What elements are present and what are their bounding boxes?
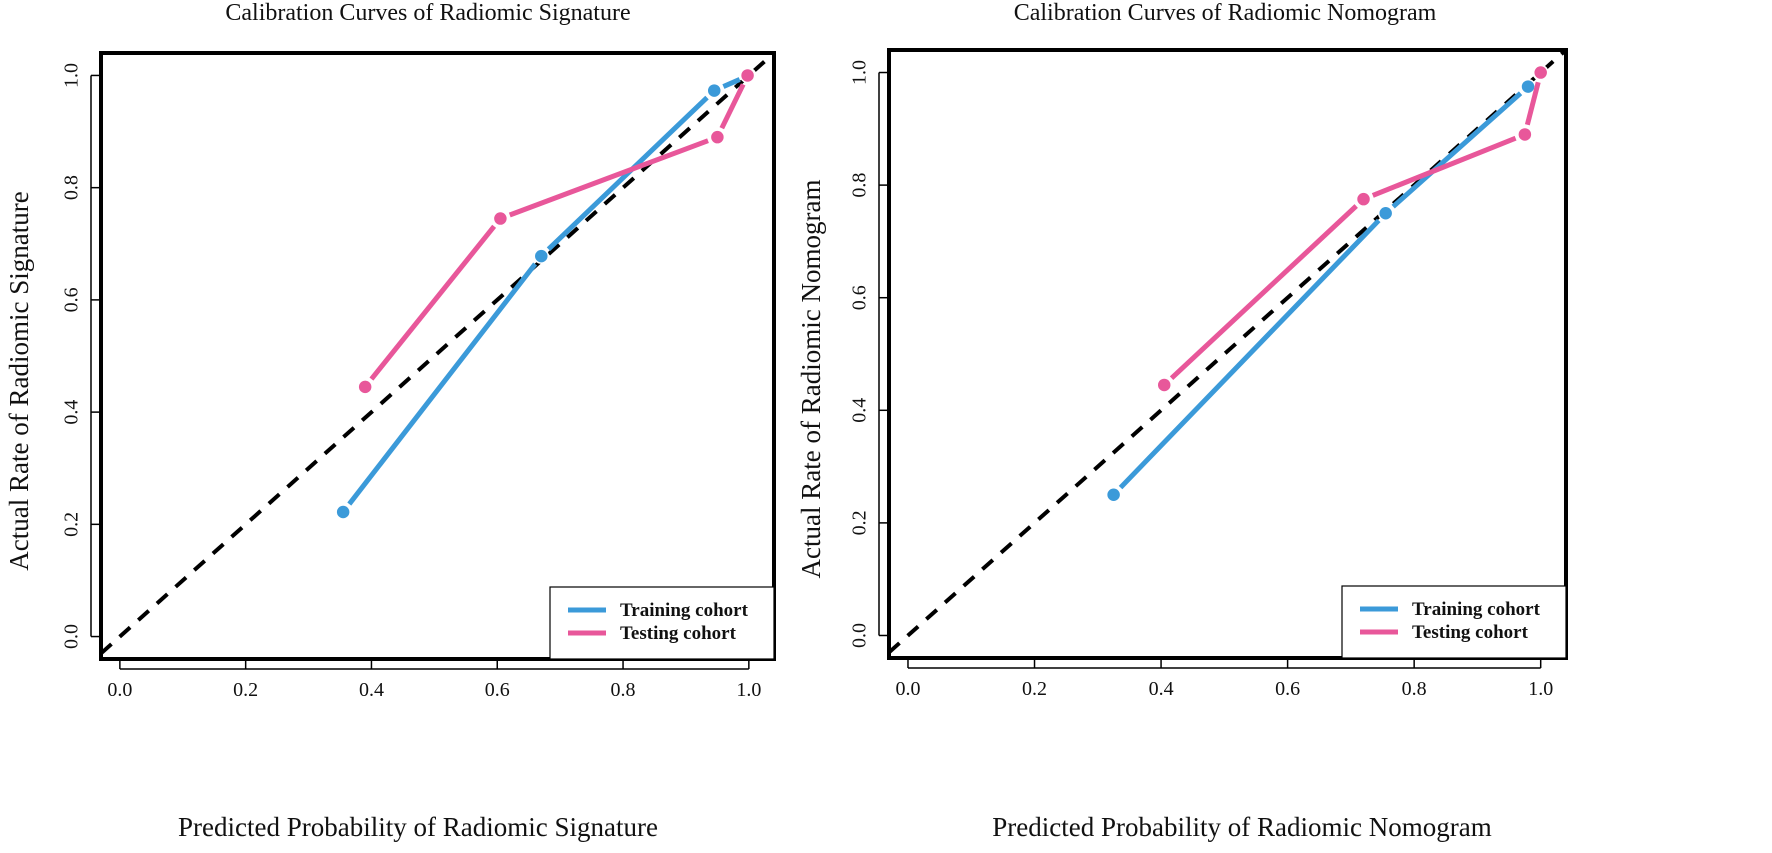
- data-point: [1105, 486, 1122, 503]
- x-tick-label: 0.6: [485, 679, 510, 701]
- series-segment: [508, 138, 709, 218]
- x-tick-label: 1.0: [1528, 678, 1553, 700]
- series-segment: [1371, 135, 1517, 198]
- y-tick-label: 0.8: [849, 173, 871, 198]
- x-tick-label: 0.6: [1275, 678, 1300, 700]
- series-segment: [722, 77, 741, 89]
- plot-frame: [99, 51, 776, 661]
- data-point: [1517, 126, 1533, 143]
- series-segment: [1524, 81, 1541, 126]
- y-tick-label: 1.0: [849, 60, 871, 85]
- x-tick-label: 0.4: [359, 679, 384, 701]
- x-tick-label: 0.8: [611, 679, 636, 701]
- chart-panel-1: Calibration Curves of Radiomic Signature…: [4, 0, 776, 842]
- y-tick-label: 0.4: [61, 400, 83, 425]
- ideal-reference-line: [101, 53, 774, 655]
- data-point: [706, 82, 722, 99]
- y-tick-label: 0.2: [61, 512, 83, 537]
- data-point: [1520, 78, 1536, 95]
- data-point: [1532, 64, 1549, 81]
- x-tick-label: 0.0: [895, 678, 920, 700]
- x-tick-label: 0.8: [1402, 678, 1427, 700]
- x-tick-label: 0.0: [107, 679, 132, 701]
- y-tick-label: 0.2: [849, 510, 871, 535]
- legend-label: Testing cohort: [1412, 622, 1529, 643]
- series-segment: [1169, 204, 1358, 380]
- y-tick-label: 0.0: [61, 624, 83, 649]
- chart-title: Calibration Curves of Radiomic Signature: [225, 0, 630, 26]
- y-axis-label: Actual Rate of Radiomic Signature: [4, 191, 34, 570]
- data-point: [1377, 205, 1394, 222]
- legend-label: Training cohort: [1412, 599, 1541, 620]
- series-segment: [1118, 218, 1381, 490]
- series-segment: [347, 262, 538, 506]
- x-axis-label: Predicted Probability of Radiomic Nomogr…: [992, 812, 1491, 842]
- x-tick-label: 0.4: [1149, 678, 1174, 700]
- series-segment: [369, 224, 497, 381]
- y-tick-label: 0.0: [849, 623, 871, 648]
- series-training-cohort: [335, 67, 757, 520]
- data-point: [709, 129, 726, 145]
- data-point: [492, 210, 509, 227]
- y-tick-label: 0.8: [61, 175, 83, 200]
- legend-box: [1341, 585, 1567, 659]
- legend-label: Testing cohort: [620, 623, 737, 644]
- data-point: [357, 379, 373, 395]
- series-testing-cohort: [357, 67, 756, 395]
- y-tick-label: 0.6: [849, 285, 871, 310]
- series-testing-cohort: [1156, 64, 1549, 393]
- series-segment: [1391, 91, 1523, 209]
- x-tick-label: 0.2: [233, 679, 258, 701]
- plot-frame: [887, 48, 1568, 660]
- data-point: [1355, 191, 1372, 207]
- legend-label: Training cohort: [620, 600, 749, 621]
- data-point: [335, 504, 351, 520]
- series-segment: [719, 83, 746, 130]
- data-point: [1156, 377, 1172, 393]
- legend-box: [549, 586, 775, 660]
- chart-title: Calibration Curves of Radiomic Nomogram: [1014, 0, 1437, 26]
- data-point: [739, 67, 756, 84]
- y-tick-label: 1.0: [61, 63, 83, 88]
- x-axis-label: Predicted Probability of Radiomic Signat…: [178, 812, 658, 842]
- y-axis-label: Actual Rate of Radiomic Nomogram: [796, 180, 826, 579]
- y-tick-label: 0.4: [849, 398, 871, 423]
- data-point: [533, 248, 550, 264]
- chart-panel-2: Calibration Curves of Radiomic Nomogram 0…: [796, 0, 1568, 842]
- series-training-cohort: [1105, 64, 1549, 503]
- y-tick-label: 0.6: [61, 287, 83, 312]
- x-tick-label: 1.0: [736, 679, 761, 701]
- x-tick-label: 0.2: [1022, 678, 1047, 700]
